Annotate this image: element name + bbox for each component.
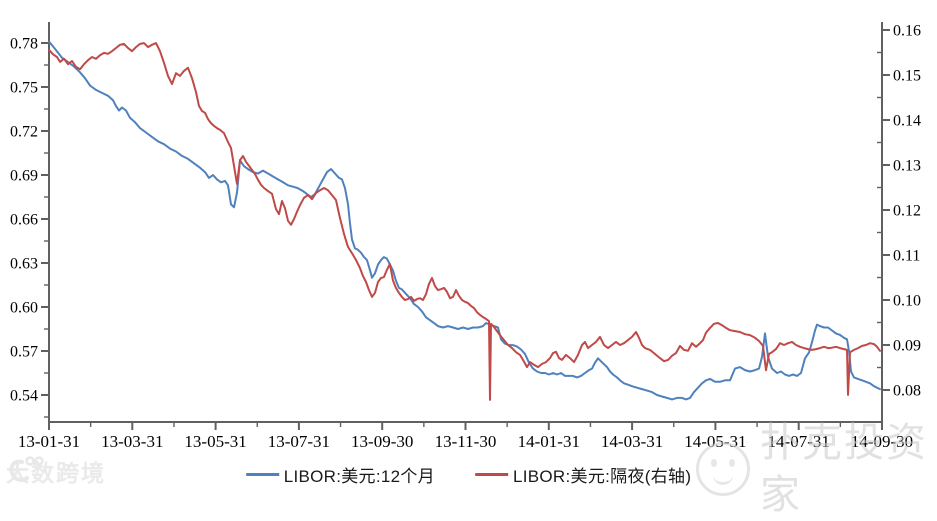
svg-text:0.14: 0.14 bbox=[893, 113, 921, 130]
chart-svg: 0.78 0.75 0.72 0.69 0.66 0.63 0.60 0.57 0.54 0.16… bbox=[10, 22, 921, 452]
svg-text:13-09-30: 13-09-30 bbox=[351, 432, 413, 451]
svg-text:13-11-30: 13-11-30 bbox=[435, 432, 497, 451]
red-line-swatch-icon bbox=[474, 473, 508, 476]
axis-tick-labels: 0.78 0.75 0.72 0.69 0.66 0.63 0.60 0.57 0.54 0.16… bbox=[10, 23, 921, 452]
svg-text:0.57: 0.57 bbox=[10, 344, 38, 361]
svg-text:14-03-31: 14-03-31 bbox=[601, 432, 663, 451]
axes bbox=[41, 22, 890, 430]
series-lines bbox=[48, 40, 881, 401]
svg-text:0.09: 0.09 bbox=[893, 338, 921, 355]
legend-item-12m: LIBOR:美元:12个月 bbox=[245, 462, 435, 487]
svg-text:0.13: 0.13 bbox=[893, 158, 921, 175]
svg-text:13-05-31: 13-05-31 bbox=[184, 432, 246, 451]
svg-text:13-01-31: 13-01-31 bbox=[18, 432, 80, 451]
svg-text:0.60: 0.60 bbox=[10, 300, 38, 317]
legend-item-overnight: LIBOR:美元:隔夜(右轴) bbox=[474, 462, 692, 487]
svg-text:14-01-31: 14-01-31 bbox=[518, 432, 580, 451]
svg-text:14-09-30: 14-09-30 bbox=[851, 432, 913, 451]
svg-text:0.08: 0.08 bbox=[893, 383, 921, 400]
svg-text:0.66: 0.66 bbox=[10, 212, 38, 229]
svg-text:0.54: 0.54 bbox=[10, 388, 38, 405]
libor-chart-figure: 0.78 0.75 0.72 0.69 0.66 0.63 0.60 0.57 0.54 0.16… bbox=[6, 22, 926, 517]
svg-text:0.63: 0.63 bbox=[10, 256, 38, 273]
blue-line-swatch-icon bbox=[245, 473, 279, 476]
svg-text:14-05-31: 14-05-31 bbox=[684, 432, 746, 451]
svg-text:0.16: 0.16 bbox=[893, 23, 921, 40]
svg-text:13-07-31: 13-07-31 bbox=[268, 432, 330, 451]
svg-text:14-07-31: 14-07-31 bbox=[768, 432, 830, 451]
legend-label-12m: LIBOR:美元:12个月 bbox=[283, 467, 435, 486]
svg-text:0.11: 0.11 bbox=[893, 248, 920, 265]
svg-text:0.72: 0.72 bbox=[10, 124, 38, 141]
svg-text:0.15: 0.15 bbox=[893, 68, 921, 85]
svg-text:0.75: 0.75 bbox=[10, 80, 38, 97]
chart-legend: LIBOR:美元:12个月 LIBOR:美元:隔夜(右轴) bbox=[245, 462, 692, 487]
svg-text:0.69: 0.69 bbox=[10, 168, 38, 185]
svg-text:13-03-31: 13-03-31 bbox=[101, 432, 163, 451]
svg-text:0.10: 0.10 bbox=[893, 293, 921, 310]
svg-text:0.12: 0.12 bbox=[893, 203, 921, 220]
svg-text:0.78: 0.78 bbox=[10, 36, 38, 53]
legend-label-overnight: LIBOR:美元:隔夜(右轴) bbox=[512, 467, 692, 486]
